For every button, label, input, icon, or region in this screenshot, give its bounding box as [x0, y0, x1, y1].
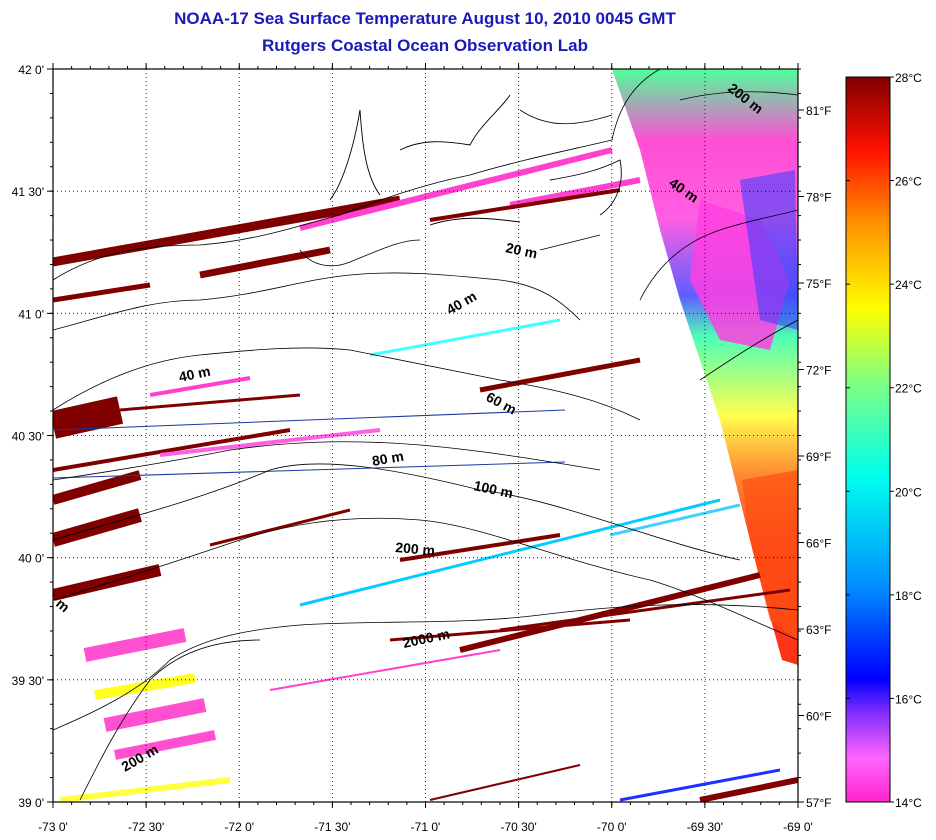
sst-streak [59, 777, 231, 802]
bathymetry-contours [53, 69, 798, 801]
colorbar [845, 76, 891, 803]
fahrenheit-tick-label: 81°F [806, 104, 831, 118]
lon-tick-label: -73 0' [38, 820, 68, 834]
axis-ticks [47, 63, 804, 808]
fahrenheit-tick-label: 69°F [806, 450, 831, 464]
fahrenheit-labels: 57°F 60°F 63°F 66°F 69°F 72°F 75°F 78°F … [806, 104, 831, 810]
fahrenheit-tick-label: 66°F [806, 537, 831, 551]
sst-streak [53, 470, 142, 505]
sst-streak [429, 764, 581, 801]
colorbar-label: 20°C [895, 485, 922, 499]
sst-streak [53, 428, 291, 472]
fahrenheit-tick-label: 57°F [806, 796, 831, 810]
sst-streak [53, 195, 401, 267]
latitude-labels: 39 0' 39 30' 40 0' 40 30' 41 0' 41 30' 4… [12, 63, 44, 810]
fahrenheit-tick-label: 72°F [806, 364, 831, 378]
lon-tick-label: -70 30' [500, 820, 536, 834]
lat-tick-label: 39 0' [18, 796, 44, 810]
lat-tick-label: 40 0' [18, 552, 44, 566]
sst-streak [269, 649, 501, 691]
sst-streak [619, 768, 781, 802]
contour-label: 20 m [504, 239, 539, 261]
lat-tick-label: 40 30' [12, 430, 44, 444]
fahrenheit-tick-label: 60°F [806, 710, 831, 724]
colorbar-label: 24°C [895, 278, 922, 292]
sst-swath [612, 69, 798, 665]
colorbar-labels: 28°C 26°C 24°C 22°C 20°C 18°C 16°C 14°C [895, 71, 922, 810]
colorbar-label: 16°C [895, 692, 922, 706]
sst-streak [609, 503, 741, 537]
colorbar-label: 26°C [895, 175, 922, 189]
sst-streak [509, 177, 641, 208]
sst-streak [53, 282, 151, 303]
sst-streak [159, 428, 381, 457]
track-line [53, 409, 566, 431]
sst-streak [199, 246, 331, 279]
sst-streak [299, 498, 721, 607]
sst-streak [209, 508, 351, 547]
sst-streak [429, 188, 621, 222]
coastline [329, 94, 622, 251]
sst-streak [299, 147, 613, 231]
sst-streak [149, 376, 251, 397]
sst-streak [53, 564, 162, 601]
lat-tick-label: 42 0' [18, 63, 44, 77]
sst-streak [459, 572, 761, 653]
lat-tick-label: 41 0' [18, 307, 44, 321]
track-line [53, 461, 566, 479]
sst-streak [699, 777, 798, 802]
lon-tick-label: -70 0' [597, 820, 627, 834]
colorbar-label: 14°C [895, 796, 922, 810]
colorbar-label: 22°C [895, 382, 922, 396]
longitude-labels: -73 0' -72 30' -72 0' -71 30' -71 0' -70… [38, 820, 813, 834]
colorbar-label: 18°C [895, 589, 922, 603]
lon-tick-label: -72 0' [224, 820, 254, 834]
contour-label: 2000 m [401, 625, 451, 651]
map-title: NOAA-17 Sea Surface Temperature August 1… [174, 9, 676, 28]
colorbar-label: 28°C [895, 71, 922, 85]
sst-streak [103, 698, 207, 732]
lon-tick-label: -71 30' [314, 820, 350, 834]
sst-streak [83, 628, 187, 662]
graticule [53, 69, 798, 802]
lat-tick-label: 39 30' [12, 674, 44, 688]
map-subtitle: Rutgers Coastal Ocean Observation Lab [262, 36, 588, 55]
fahrenheit-tick-label: 63°F [806, 623, 831, 637]
lon-tick-label: -69 0' [783, 820, 813, 834]
colorbar-ticks [846, 76, 894, 803]
sst-streak [119, 393, 301, 412]
lon-tick-label: -69 30' [687, 820, 723, 834]
sst-streak [369, 318, 561, 357]
lon-tick-label: -71 0' [411, 820, 441, 834]
contour-label: 40 m [177, 363, 212, 385]
sst-streak [114, 730, 216, 760]
contour-label: 200 m [395, 539, 436, 558]
fahrenheit-tick-label: 78°F [806, 191, 831, 205]
sst-streak [399, 533, 561, 562]
contour-label: 100 m [472, 477, 514, 501]
lat-tick-label: 41 30' [12, 185, 44, 199]
sst-streak [479, 357, 641, 393]
contour-label: 80 m [371, 448, 405, 469]
fahrenheit-tick-label: 75°F [806, 277, 831, 291]
sst-streak [499, 588, 791, 632]
sst-streak [389, 618, 631, 642]
lon-tick-label: -72 30' [128, 820, 164, 834]
sst-streak [53, 396, 124, 439]
